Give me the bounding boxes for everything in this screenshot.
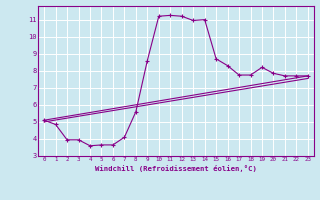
X-axis label: Windchill (Refroidissement éolien,°C): Windchill (Refroidissement éolien,°C) (95, 165, 257, 172)
